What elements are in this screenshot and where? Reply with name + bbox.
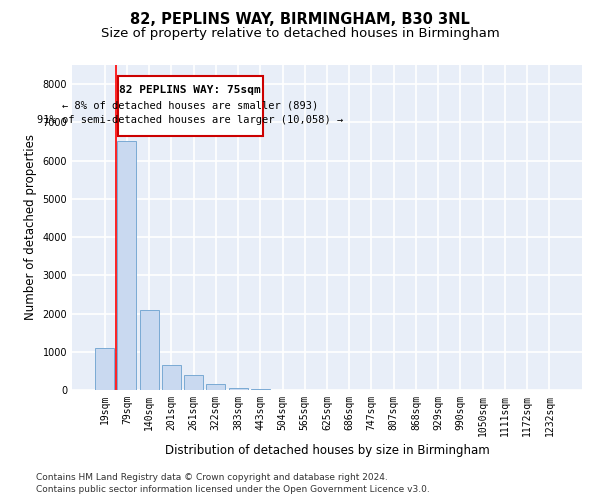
Text: ← 8% of detached houses are smaller (893): ← 8% of detached houses are smaller (893… [62, 100, 319, 110]
X-axis label: Distribution of detached houses by size in Birmingham: Distribution of detached houses by size … [164, 444, 490, 458]
Y-axis label: Number of detached properties: Number of detached properties [24, 134, 37, 320]
Bar [140, 310, 158, 390]
Bar [95, 348, 114, 390]
FancyBboxPatch shape [118, 76, 263, 136]
Text: 91% of semi-detached houses are larger (10,058) →: 91% of semi-detached houses are larger (… [37, 116, 343, 126]
Text: 82, PEPLINS WAY, BIRMINGHAM, B30 3NL: 82, PEPLINS WAY, BIRMINGHAM, B30 3NL [130, 12, 470, 28]
Text: Contains HM Land Registry data © Crown copyright and database right 2024.: Contains HM Land Registry data © Crown c… [36, 474, 388, 482]
Text: Contains public sector information licensed under the Open Government Licence v3: Contains public sector information licen… [36, 485, 430, 494]
Bar [251, 389, 270, 390]
Bar [206, 384, 225, 390]
Bar [229, 388, 248, 390]
Text: Size of property relative to detached houses in Birmingham: Size of property relative to detached ho… [101, 28, 499, 40]
Bar [118, 142, 136, 390]
Bar [162, 365, 181, 390]
Text: 82 PEPLINS WAY: 75sqm: 82 PEPLINS WAY: 75sqm [119, 85, 261, 95]
Bar [184, 376, 203, 390]
